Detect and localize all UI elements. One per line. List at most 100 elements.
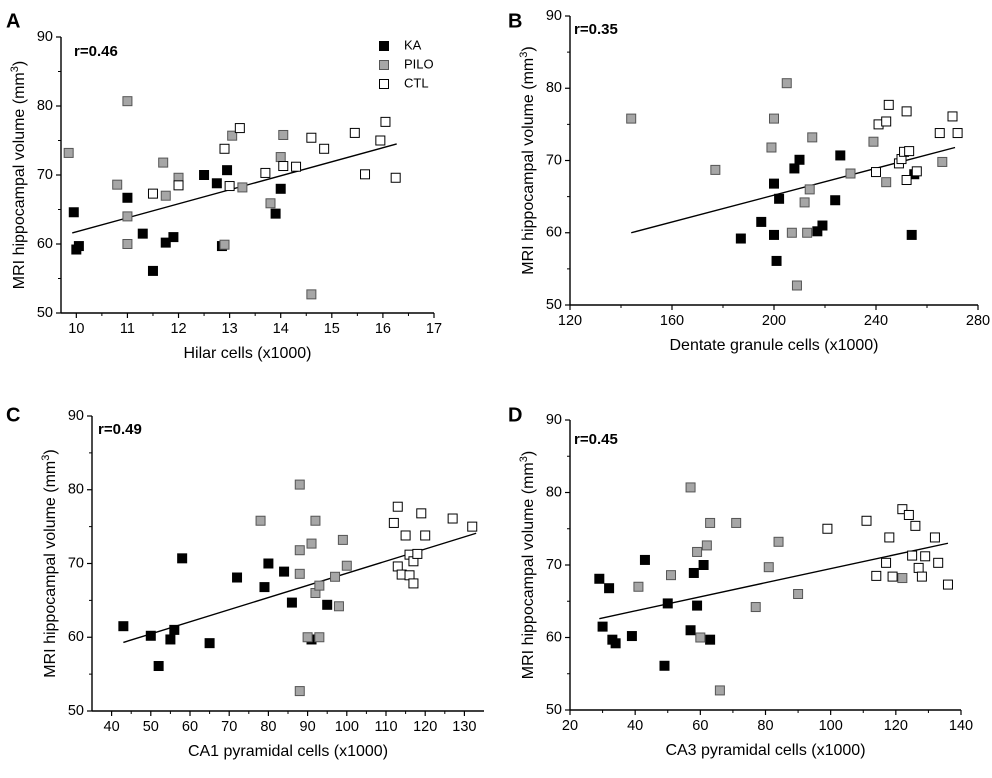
data-point-ctl <box>224 181 235 192</box>
data-point-pilo <box>314 580 325 591</box>
data-point-ka <box>160 237 171 248</box>
data-point-ka <box>263 558 274 569</box>
data-point-pilo <box>278 129 289 140</box>
data-point-pilo <box>158 157 169 168</box>
x-tick-label: 20 <box>562 718 578 734</box>
data-point-pilo <box>294 479 305 490</box>
x-tick-label: 80 <box>260 719 276 735</box>
data-point-pilo <box>695 632 706 643</box>
data-point-pilo <box>881 177 892 188</box>
data-point-ctl <box>319 143 330 154</box>
data-point-pilo <box>769 113 779 124</box>
y-axis-label: MRI hippocampal volume (mm3) <box>518 46 537 274</box>
data-point-pilo <box>793 589 804 599</box>
x-tick-label: 14 <box>273 321 289 337</box>
data-point-ctl <box>306 132 317 143</box>
data-point-ka <box>685 625 696 636</box>
data-point-ctl <box>881 116 892 127</box>
data-point-pilo <box>294 686 305 697</box>
data-point-ctl <box>447 513 458 524</box>
data-point-ka <box>769 229 779 240</box>
x-tick-label: 80 <box>757 718 773 734</box>
data-point-ka <box>322 599 333 610</box>
legend: KA PILO CTL <box>379 37 434 90</box>
x-tick-label: 40 <box>627 718 643 734</box>
x-tick-label: 100 <box>819 718 843 734</box>
data-point-ctl <box>390 172 401 183</box>
x-tick-label: 120 <box>884 718 908 734</box>
legend-marker-ka <box>379 41 389 51</box>
y-tick-label: 80 <box>68 482 84 498</box>
data-point-pilo <box>766 142 777 153</box>
panel-label: D <box>508 404 522 426</box>
data-point-ka <box>604 583 615 594</box>
x-tick-label: 140 <box>949 718 973 734</box>
data-point-ctl <box>904 146 915 157</box>
data-point-ctl <box>408 578 419 589</box>
correlation-label: r=0.45 <box>574 431 618 448</box>
correlation-label: r=0.46 <box>74 43 118 60</box>
data-point-ctl <box>934 128 945 139</box>
x-tick-label: 15 <box>324 321 340 337</box>
data-point-ctl <box>234 123 245 134</box>
panel-label: C <box>6 404 20 426</box>
x-tick-label: 60 <box>692 718 708 734</box>
y-tick-label: 90 <box>546 8 562 24</box>
data-point-pilo <box>294 545 305 556</box>
panel-b: B 120 160 200 240 280 50 60 70 80 90 Dentate granul… <box>508 8 990 354</box>
series-ctl <box>388 501 478 589</box>
data-point-pilo <box>786 227 797 238</box>
data-point-pilo <box>112 179 123 190</box>
data-point-ctl <box>901 106 912 117</box>
data-point-ka <box>817 220 828 231</box>
y-tick-label: 50 <box>37 305 53 321</box>
y-tick-label: 70 <box>68 555 84 571</box>
data-point-ctl <box>913 562 924 573</box>
y-tick-label: 80 <box>37 98 53 114</box>
data-point-ka <box>794 154 805 165</box>
y-tick-label: 50 <box>546 702 562 718</box>
data-point-ka <box>769 178 779 189</box>
data-point-ka <box>122 192 133 203</box>
data-point-pilo <box>802 227 813 238</box>
data-point-pilo <box>763 562 774 573</box>
data-point-pilo <box>807 132 818 143</box>
series-ka <box>68 165 286 276</box>
data-point-ka <box>688 567 699 578</box>
data-point-ctl <box>947 111 958 122</box>
data-point-ctl <box>901 175 912 186</box>
data-point-ctl <box>942 579 953 590</box>
data-point-pilo <box>160 190 171 201</box>
data-point-pilo <box>791 280 802 291</box>
data-point-ctl <box>412 548 423 559</box>
data-point-ctl <box>911 166 922 177</box>
data-point-ka <box>199 170 210 180</box>
data-point-ctl <box>929 532 940 543</box>
y-tick-label: 60 <box>68 629 84 645</box>
x-tick-label: 16 <box>375 321 391 337</box>
data-point-ka <box>204 638 215 649</box>
y-tick-label: 70 <box>546 152 562 168</box>
data-point-pilo <box>799 197 810 208</box>
data-point-ctl <box>920 551 931 562</box>
data-point-ctl <box>933 557 944 568</box>
y-tick-label: 50 <box>68 703 84 719</box>
series-ctl <box>871 99 963 186</box>
data-point-pilo <box>750 602 761 613</box>
data-point-ka <box>771 255 782 266</box>
data-point-ka <box>169 624 180 635</box>
data-point-pilo <box>302 632 313 643</box>
data-point-ka <box>705 634 716 645</box>
data-point-pilo <box>265 198 276 209</box>
data-point-ka <box>73 241 84 252</box>
series-pilo <box>633 482 908 696</box>
x-tick-label: 70 <box>221 719 237 735</box>
data-point-ka <box>789 163 800 174</box>
data-point-ka <box>275 183 286 194</box>
data-point-ctl <box>420 530 431 541</box>
data-point-ka <box>698 560 709 570</box>
data-point-ctl <box>871 167 881 178</box>
data-point-pilo <box>310 515 321 526</box>
data-point-ka <box>68 207 79 218</box>
